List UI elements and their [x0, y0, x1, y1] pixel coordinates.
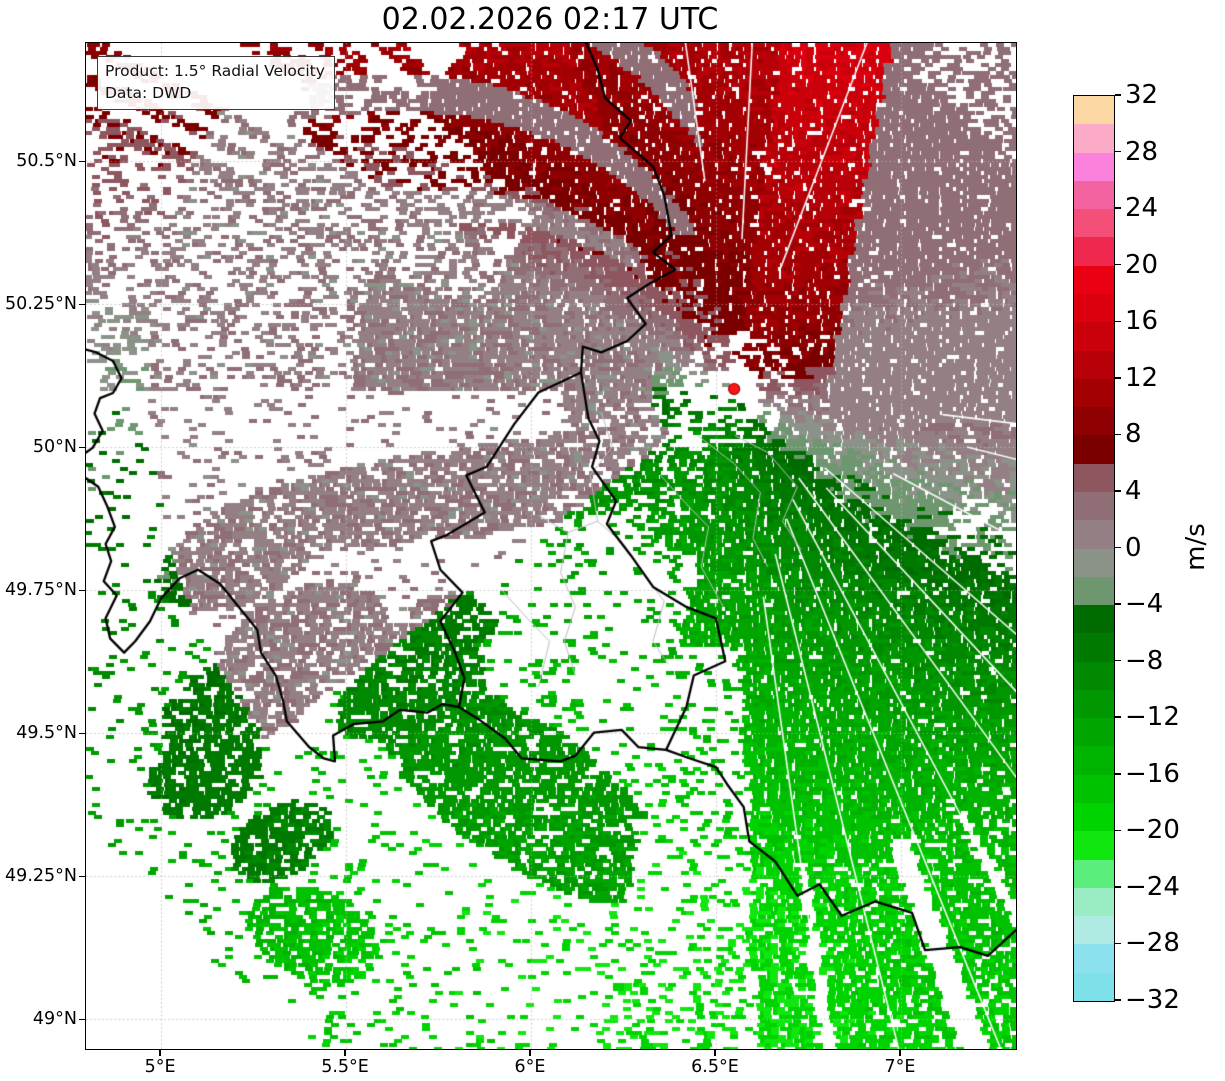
y-tick-label: 50.25°N — [5, 293, 77, 314]
colorbar-segment — [1074, 831, 1114, 860]
colorbar-segment — [1074, 746, 1114, 775]
colorbar-tick-label: −24 — [1125, 871, 1180, 902]
colorbar-segment — [1074, 803, 1114, 832]
y-tickmark — [79, 875, 85, 878]
y-tickmark — [79, 1018, 85, 1021]
colorbar-tick-label: 32 — [1125, 80, 1159, 110]
colorbar-tickmark — [1115, 490, 1122, 492]
colorbar-tick-label: −8 — [1125, 645, 1164, 676]
colorbar-segment — [1074, 237, 1114, 266]
x-tickmark — [714, 1049, 716, 1056]
colorbar-segment — [1074, 887, 1114, 917]
radar-map-canvas — [86, 43, 1016, 1049]
colorbar-tick-label: 0 — [1125, 532, 1142, 563]
colorbar-tickmark — [1115, 603, 1122, 605]
colorbar-segment — [1074, 180, 1114, 210]
y-tickmark — [79, 589, 85, 592]
colorbar-segment — [1074, 916, 1114, 945]
y-tick-label: 50°N — [32, 436, 77, 457]
annotation-source: Data: DWD — [105, 84, 192, 102]
colorbar-segment — [1074, 96, 1114, 125]
product-annotation-box: Product: 1.5° Radial Velocity Data: DWD — [97, 56, 335, 110]
colorbar-tickmark — [1115, 829, 1122, 832]
colorbar-tickmark — [1115, 207, 1122, 209]
colorbar-segment — [1074, 859, 1114, 888]
y-tick-label: 49.25°N — [5, 865, 77, 886]
annotation-product: Product: 1.5° Radial Velocity — [105, 62, 325, 80]
x-tickmark — [344, 1049, 346, 1056]
y-tickmark — [79, 446, 85, 449]
colorbar-tick-label: 24 — [1125, 193, 1159, 224]
colorbar-segment — [1074, 491, 1114, 521]
x-tick-label: 5.5°E — [321, 1057, 369, 1077]
y-tick-label: 49°N — [32, 1008, 77, 1029]
colorbar-segment — [1074, 463, 1114, 492]
x-tick-label: 7°E — [884, 1057, 916, 1077]
x-tickmark — [529, 1049, 531, 1056]
colorbar-tickmark — [1115, 942, 1122, 945]
colorbar-tickmark — [1115, 999, 1122, 1001]
colorbar-tickmark — [1115, 716, 1122, 718]
colorbar-tick-label: 4 — [1125, 475, 1142, 506]
colorbar-tick-label: 28 — [1125, 136, 1159, 167]
colorbar-tickmark — [1115, 546, 1122, 549]
colorbar-tickmark — [1115, 320, 1122, 322]
colorbar-tick-label: 20 — [1125, 249, 1159, 280]
colorbar-segment — [1074, 548, 1114, 577]
x-tickmark — [899, 1049, 901, 1056]
colorbar-tickmark — [1115, 886, 1122, 888]
colorbar-tick-label: 8 — [1125, 419, 1142, 450]
colorbar-segment — [1074, 378, 1114, 408]
colorbar-segment — [1074, 322, 1114, 351]
colorbar — [1073, 95, 1115, 1002]
colorbar-tickmark — [1115, 377, 1122, 379]
colorbar-tickmark — [1115, 433, 1122, 436]
colorbar-segment — [1074, 605, 1114, 634]
colorbar-segment — [1074, 633, 1114, 662]
colorbar-unit-label: m/s — [1181, 523, 1211, 571]
y-tickmark — [79, 160, 85, 163]
colorbar-tick-label: −32 — [1125, 985, 1180, 1015]
y-tickmark — [79, 303, 85, 306]
colorbar-segment — [1074, 350, 1114, 379]
y-tickmark — [79, 732, 85, 735]
colorbar-segment — [1074, 520, 1114, 549]
y-tick-label: 49.75°N — [5, 579, 77, 600]
colorbar-tickmark — [1115, 263, 1122, 266]
colorbar-tickmark — [1115, 659, 1122, 662]
colorbar-segment — [1074, 689, 1114, 719]
colorbar-tickmark — [1115, 94, 1122, 96]
colorbar-segment — [1074, 944, 1114, 973]
colorbar-segment — [1074, 435, 1114, 464]
plot-title: 02.02.2026 02:17 UTC — [381, 2, 719, 37]
colorbar-segment — [1074, 576, 1114, 606]
x-tickmark — [159, 1049, 161, 1056]
colorbar-segment — [1074, 407, 1114, 436]
colorbar-tick-label: −28 — [1125, 928, 1180, 959]
colorbar-tick-label: −20 — [1125, 815, 1180, 846]
colorbar-segment — [1074, 293, 1114, 323]
colorbar-tickmark — [1115, 773, 1122, 775]
colorbar-segment — [1074, 209, 1114, 238]
colorbar-tickmark — [1115, 150, 1122, 153]
colorbar-tick-label: −4 — [1125, 589, 1164, 620]
x-tick-label: 6°E — [514, 1057, 546, 1077]
colorbar-segment — [1074, 972, 1114, 1001]
map-plot-area: Product: 1.5° Radial Velocity Data: DWD — [85, 42, 1017, 1050]
colorbar-segment — [1074, 774, 1114, 804]
colorbar-segment — [1074, 661, 1114, 690]
x-tick-label: 5°E — [144, 1057, 176, 1077]
colorbar-tick-label: −12 — [1125, 702, 1180, 733]
colorbar-segment — [1074, 265, 1114, 294]
colorbar-segment — [1074, 124, 1114, 153]
colorbar-tick-label: −16 — [1125, 758, 1180, 789]
y-tick-label: 49.5°N — [16, 722, 77, 743]
x-tick-label: 6.5°E — [691, 1057, 739, 1077]
y-tick-label: 50.5°N — [16, 150, 77, 171]
colorbar-segment — [1074, 718, 1114, 747]
colorbar-tick-label: 16 — [1125, 306, 1159, 337]
colorbar-tick-label: 12 — [1125, 362, 1159, 393]
colorbar-segment — [1074, 152, 1114, 181]
